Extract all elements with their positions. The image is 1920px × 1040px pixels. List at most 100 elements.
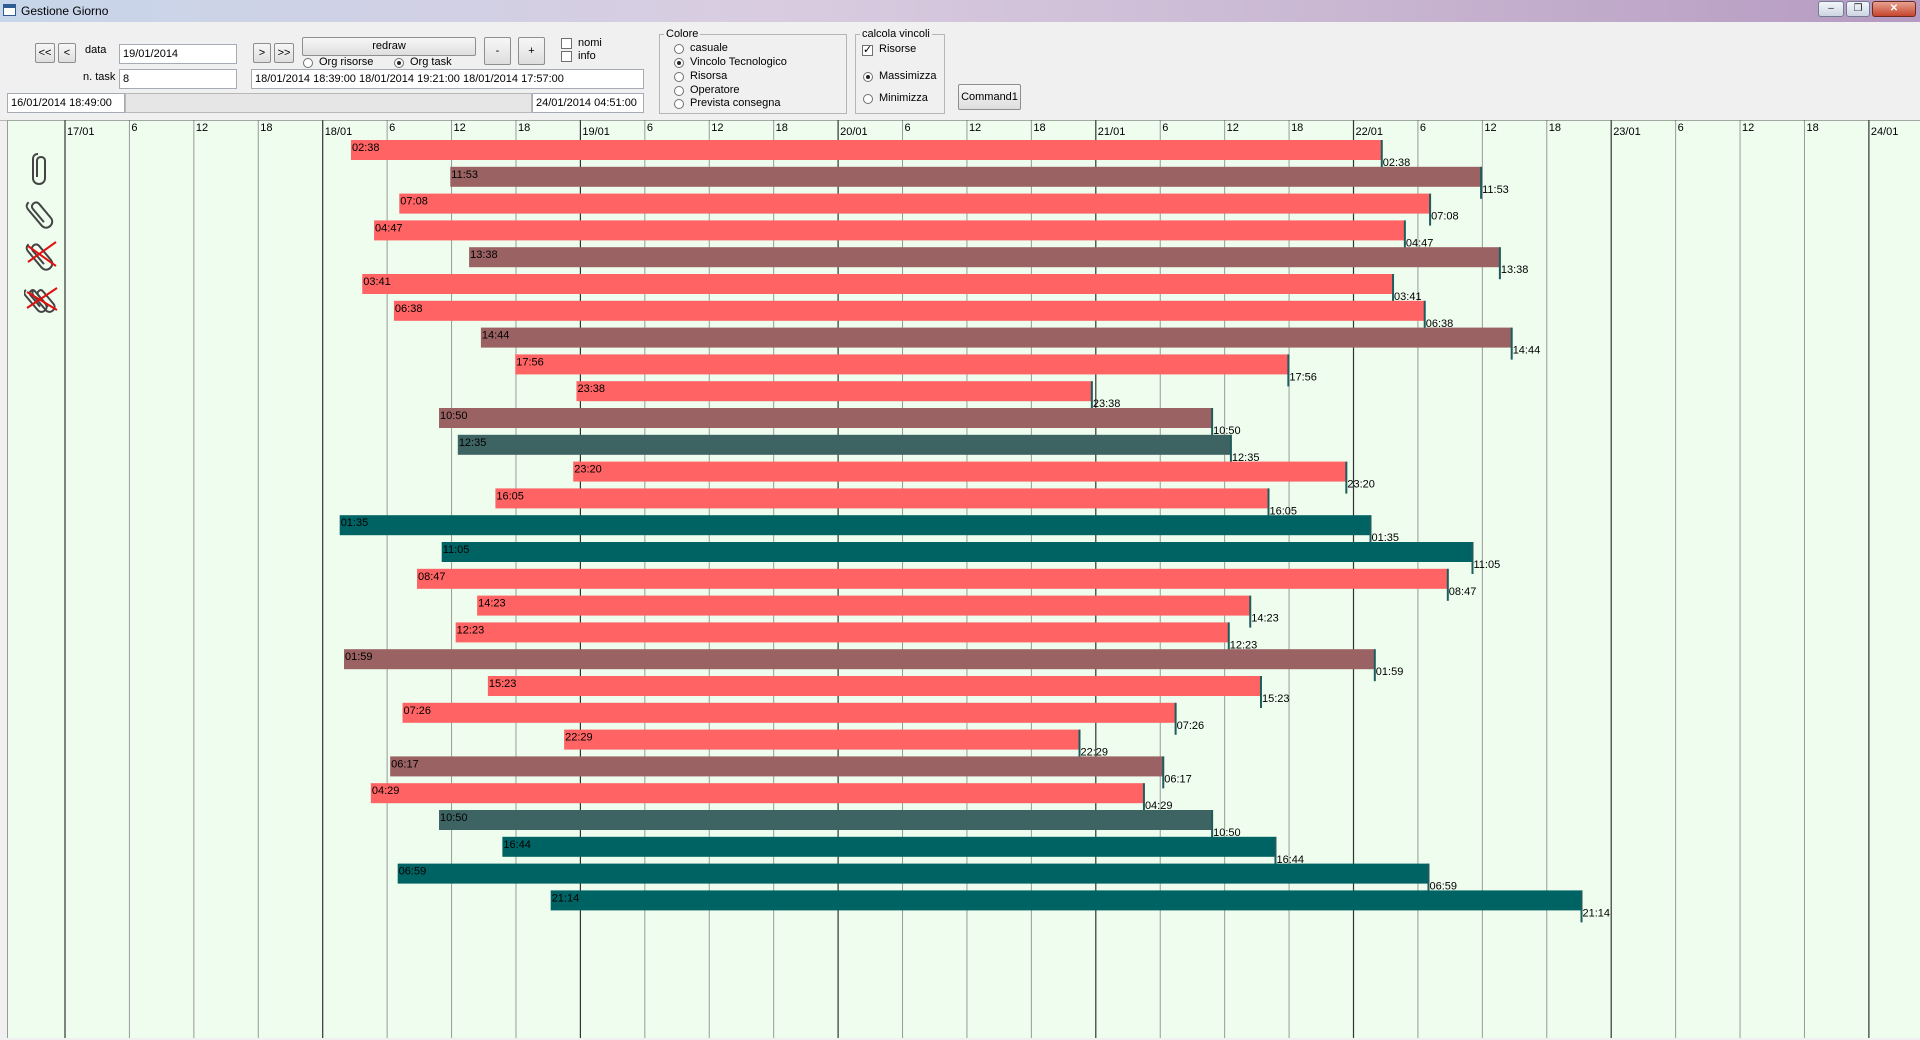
- task-bar: [339, 515, 1371, 536]
- task-end-label: 23:38: [1093, 398, 1121, 410]
- task-start-label: 22:29: [565, 732, 593, 744]
- task-start-label: 12:23: [457, 624, 485, 636]
- info-checkbox[interactable]: [561, 51, 572, 62]
- last-button[interactable]: >>: [274, 43, 294, 63]
- day-label: 19/01: [582, 126, 610, 138]
- task-end-label: 23:20: [1347, 479, 1375, 491]
- hour-tick-label: 18: [518, 122, 530, 134]
- day-label: 23/01: [1613, 126, 1641, 138]
- range-scrollbar[interactable]: [125, 93, 532, 113]
- command1-button[interactable]: Command1: [958, 84, 1021, 110]
- hour-tick-label: 6: [1420, 122, 1426, 134]
- maximize-button[interactable]: ❐: [1846, 1, 1870, 17]
- task-end-label: 12:35: [1232, 452, 1260, 464]
- task-start-label: 10:50: [440, 812, 468, 824]
- nomi-label: nomi: [578, 37, 602, 49]
- task-bar: [550, 890, 1582, 911]
- task-bar: [576, 381, 1092, 402]
- colore-risorsa-radio[interactable]: [674, 72, 684, 82]
- task-bar: [362, 274, 1394, 294]
- task-end-label: 03:41: [1394, 291, 1422, 303]
- task-bar: [402, 702, 1176, 723]
- hour-tick-label: 12: [711, 122, 723, 134]
- next-button[interactable]: >: [253, 43, 271, 63]
- ntask-input[interactable]: 8: [119, 69, 237, 89]
- task-bar: [515, 354, 1289, 375]
- day-label: 21/01: [1098, 126, 1126, 138]
- plus-button[interactable]: +: [518, 37, 545, 65]
- colore-casuale-radio[interactable]: [674, 44, 684, 54]
- task-start-label: 08:47: [418, 571, 446, 583]
- minimizza-label: Minimizza: [879, 92, 928, 104]
- massimizza-radio[interactable]: [863, 72, 873, 82]
- hour-tick-label: 12: [1742, 122, 1754, 134]
- task-start-label: 03:41: [363, 276, 391, 288]
- risorse-checkbox[interactable]: [862, 43, 873, 56]
- day-label: 22/01: [1356, 126, 1384, 138]
- colore-operatore-radio[interactable]: [674, 86, 684, 96]
- first-button[interactable]: <<: [35, 43, 55, 63]
- redraw-button[interactable]: redraw: [302, 37, 476, 56]
- gantt-chart: 17/01 6 12 18 18/01 6 12 18 19/01 6 12 18 20/01 6 12 18…: [7, 120, 1920, 1038]
- hour-tick-label: 6: [905, 122, 911, 134]
- colore-consegna-label: Prevista consegna: [690, 97, 781, 109]
- org-risorse-radio[interactable]: [303, 58, 313, 68]
- paperclip-tilted-icon[interactable]: [24, 194, 60, 230]
- task-start-label: 04:47: [375, 222, 403, 234]
- task-start-label: 13:38: [470, 249, 498, 261]
- task-bar: [441, 542, 1473, 562]
- hour-tick-label: 6: [1162, 122, 1168, 134]
- hour-tick-label: 18: [1291, 122, 1303, 134]
- vincoli-title: calcola vincoli: [860, 28, 932, 40]
- minimizza-radio[interactable]: [863, 94, 873, 104]
- app-icon: [3, 4, 16, 16]
- task-start-label: 14:44: [482, 330, 510, 342]
- hour-tick-label: 12: [1227, 122, 1239, 134]
- task-bar: [393, 300, 1425, 321]
- nomi-checkbox[interactable]: [561, 38, 572, 49]
- hour-tick-label: 18: [1806, 122, 1818, 134]
- task-bar: [350, 140, 1382, 160]
- colore-vincolo-radio[interactable]: [674, 58, 684, 68]
- task-bar: [399, 193, 1431, 214]
- task-end-label: 06:17: [1164, 773, 1192, 785]
- colore-consegna-radio[interactable]: [674, 99, 684, 109]
- paperclip-icon[interactable]: [24, 150, 60, 186]
- minus-button[interactable]: -: [484, 37, 511, 65]
- start-date-field: 16/01/2014 18:49:00: [7, 93, 125, 113]
- task-end-label: 07:26: [1177, 720, 1205, 732]
- task-start-label: 16:05: [496, 490, 524, 502]
- task-end-label: 17:56: [1289, 371, 1317, 383]
- task-start-label: 06:17: [391, 758, 419, 770]
- task-bar: [502, 836, 1276, 857]
- task-end-label: 08:47: [1449, 586, 1477, 598]
- colore-vincolo-label: Vincolo Tecnologico: [690, 56, 787, 68]
- hour-tick-label: 6: [131, 122, 137, 134]
- paperclips-crossed-icon[interactable]: [24, 280, 60, 316]
- task-bar: [564, 729, 1080, 750]
- colore-title: Colore: [664, 28, 701, 40]
- minimize-button[interactable]: –: [1818, 1, 1844, 17]
- org-task-radio[interactable]: [394, 58, 404, 68]
- prev-button[interactable]: <: [58, 43, 76, 63]
- risorse-label: Risorse: [879, 43, 917, 55]
- task-end-label: 06:59: [1429, 881, 1457, 893]
- colore-operatore-label: Operatore: [690, 84, 740, 96]
- task-bar: [417, 568, 1448, 589]
- task-start-label: 21:14: [552, 892, 580, 904]
- colore-group: [659, 34, 847, 114]
- task-end-label: 15:23: [1262, 693, 1290, 705]
- close-button[interactable]: ✕: [1872, 1, 1916, 17]
- hour-tick-label: 12: [1484, 122, 1496, 134]
- hour-tick-label: 18: [1549, 122, 1561, 134]
- range-input[interactable]: 18/01/2014 18:39:00 18/01/2014 19:21:00 …: [251, 69, 644, 89]
- hour-tick-label: 12: [969, 122, 981, 134]
- org-risorse-label: Org risorse: [319, 56, 374, 68]
- hour-tick-label: 6: [389, 122, 395, 134]
- task-bar: [573, 461, 1347, 482]
- task-end-label: 14:23: [1251, 613, 1279, 625]
- hour-tick-label: 6: [1678, 122, 1684, 134]
- paperclip-crossed-icon[interactable]: [24, 236, 60, 272]
- day-label: 18/01: [325, 126, 353, 138]
- date-input[interactable]: 19/01/2014: [119, 44, 237, 64]
